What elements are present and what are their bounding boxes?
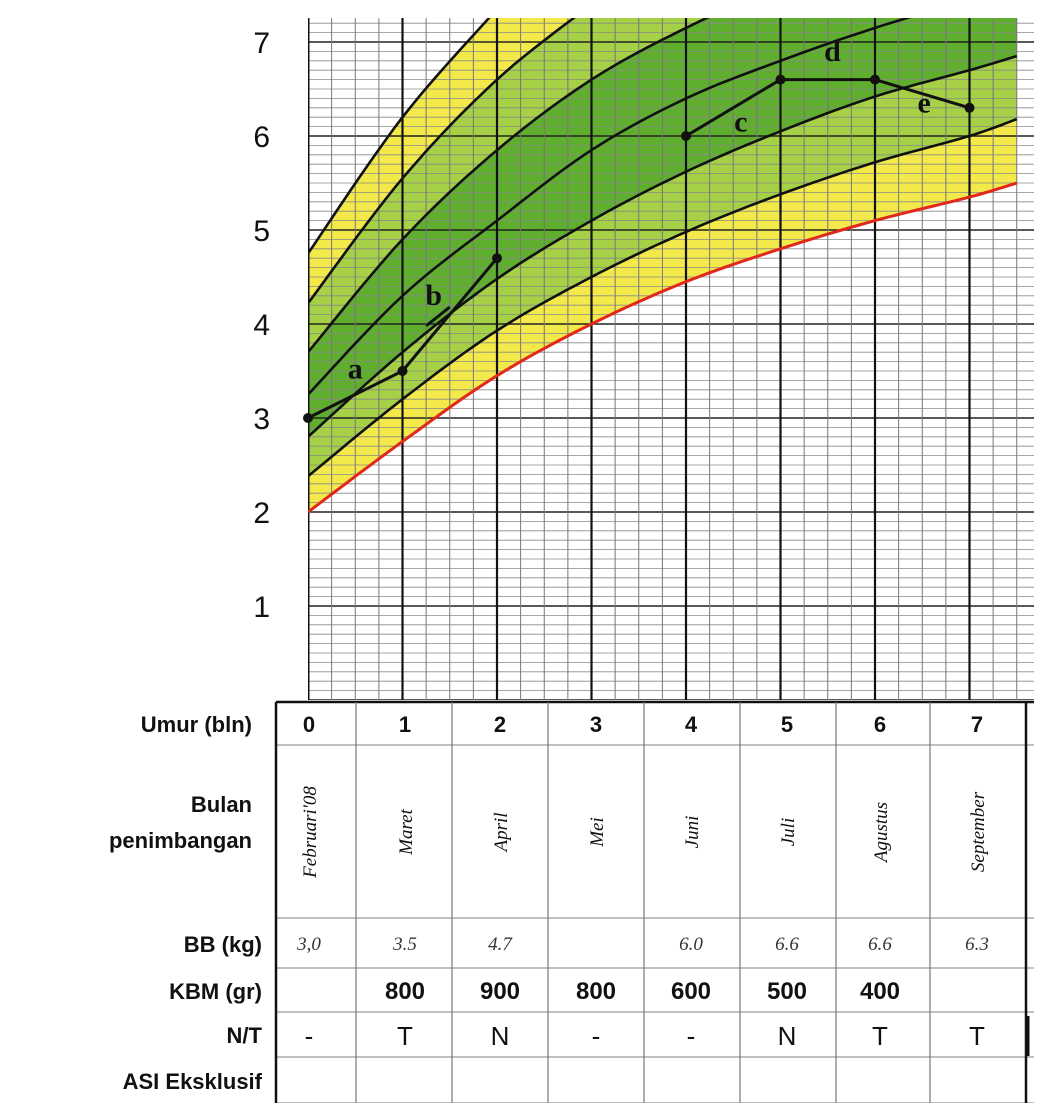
weight-cell: 3,0 <box>296 934 321 955</box>
month-cell: Juli <box>778 818 799 847</box>
reference-curve <box>308 18 710 354</box>
row-label-weight: BB (kg) <box>184 932 262 957</box>
weight-cell: 6.6 <box>775 934 799 955</box>
weight-cell: 4.7 <box>488 934 513 955</box>
nt-cell: T <box>969 1021 985 1051</box>
reference-curve <box>308 18 576 305</box>
reference-curve <box>308 18 491 255</box>
nt-cell: N <box>778 1021 797 1051</box>
y-tick-label: 6 <box>253 121 270 154</box>
age-cell: 1 <box>399 712 411 737</box>
weight-point <box>681 131 691 141</box>
weight-point <box>775 74 786 85</box>
row-label-kbm: KBM (gr) <box>169 979 262 1004</box>
kbm-cell: 800 <box>385 978 425 1005</box>
weight-cell: 6.6 <box>868 934 892 955</box>
nt-cell: N <box>491 1021 510 1051</box>
kbm-cell: 900 <box>480 978 520 1005</box>
segment-label: c <box>734 105 747 138</box>
light-green-zone <box>308 56 1017 477</box>
nt-cell: T <box>872 1021 888 1051</box>
weight-line-branch <box>425 305 451 328</box>
nt-cell: - <box>305 1021 314 1051</box>
month-cell: Mei <box>587 817 608 848</box>
nt-cell: - <box>592 1021 601 1051</box>
row-label-age: Umur (bln) <box>141 712 252 737</box>
nt-cell: T <box>397 1021 413 1051</box>
yellow-zone-lower <box>308 119 1017 512</box>
month-text: September <box>968 791 989 872</box>
red-limit-curve <box>308 181 1018 514</box>
yellow-zone-upper <box>308 18 574 304</box>
y-axis: 1 2 3 4 5 6 7 <box>253 27 270 624</box>
reference-curve <box>308 117 1018 478</box>
month-text: Mei <box>587 817 608 848</box>
weight-line <box>685 78 970 138</box>
kbm-cell: 600 <box>671 978 711 1005</box>
segment-labels: a b c d e <box>348 35 931 386</box>
y-tick-label: 4 <box>253 309 270 342</box>
y-tick-label: 1 <box>253 591 270 624</box>
green-zone-upper <box>308 18 907 395</box>
weight-point <box>397 366 408 376</box>
month-text: Februari'08 <box>300 786 321 879</box>
month-text: Juni <box>682 816 703 849</box>
month-cell: Maret <box>396 808 417 855</box>
y-tick-label: 3 <box>253 403 270 436</box>
weight-point <box>492 253 502 264</box>
month-text: Juli <box>778 818 799 847</box>
weight-point <box>964 102 975 113</box>
segment-label: a <box>348 353 363 386</box>
age-cell: 5 <box>781 712 793 737</box>
weight-series <box>303 74 975 423</box>
light-green-zone-upper <box>308 18 707 353</box>
month-text: Maret <box>396 808 417 855</box>
age-cell: 0 <box>303 712 315 737</box>
kms-table: Umur (bln) Bulan penimbangan BB (kg) KBM (gr… <box>109 700 1034 1103</box>
reference-curve <box>308 18 912 396</box>
y-tick-label: 5 <box>253 215 270 248</box>
weight-cell: 6.0 <box>679 934 703 955</box>
age-cell: 7 <box>971 712 983 737</box>
age-cell: 2 <box>494 712 506 737</box>
month-cell: April <box>491 812 512 853</box>
month-text: April <box>491 812 512 853</box>
y-tick-label: 2 <box>253 497 270 530</box>
row-label-month-2: penimbangan <box>109 828 252 853</box>
month-cell: Agustus <box>871 802 892 864</box>
weight-cell: 3.5 <box>392 934 417 955</box>
segment-label: d <box>824 35 841 68</box>
nt-cell: - <box>687 1021 696 1051</box>
y-tick-label: 7 <box>253 27 270 60</box>
weight-point <box>870 74 880 85</box>
month-cell: September <box>968 791 989 872</box>
reference-curve <box>308 54 1018 438</box>
row-label-nt: N/T <box>227 1023 263 1048</box>
kbm-cell: 500 <box>767 978 807 1005</box>
age-cell: 3 <box>590 712 602 737</box>
grid-lines <box>308 18 1034 700</box>
month-cell: Juni <box>682 816 703 849</box>
row-label-asi: ASI Eksklusif <box>123 1069 263 1094</box>
segment-label: b <box>425 279 442 312</box>
month-cell: Februari'08 <box>300 786 321 879</box>
reference-curves <box>308 18 1018 514</box>
row-label-month-1: Bulan <box>191 792 252 817</box>
month-text: Agustus <box>871 802 892 864</box>
age-cell: 4 <box>685 712 698 737</box>
segment-label: e <box>917 87 930 120</box>
weight-point <box>303 413 313 423</box>
kbm-cell: 400 <box>860 978 900 1005</box>
weight-cell: 6.3 <box>965 934 989 955</box>
kbm-cell: 800 <box>576 978 616 1005</box>
age-cell: 6 <box>874 712 886 737</box>
